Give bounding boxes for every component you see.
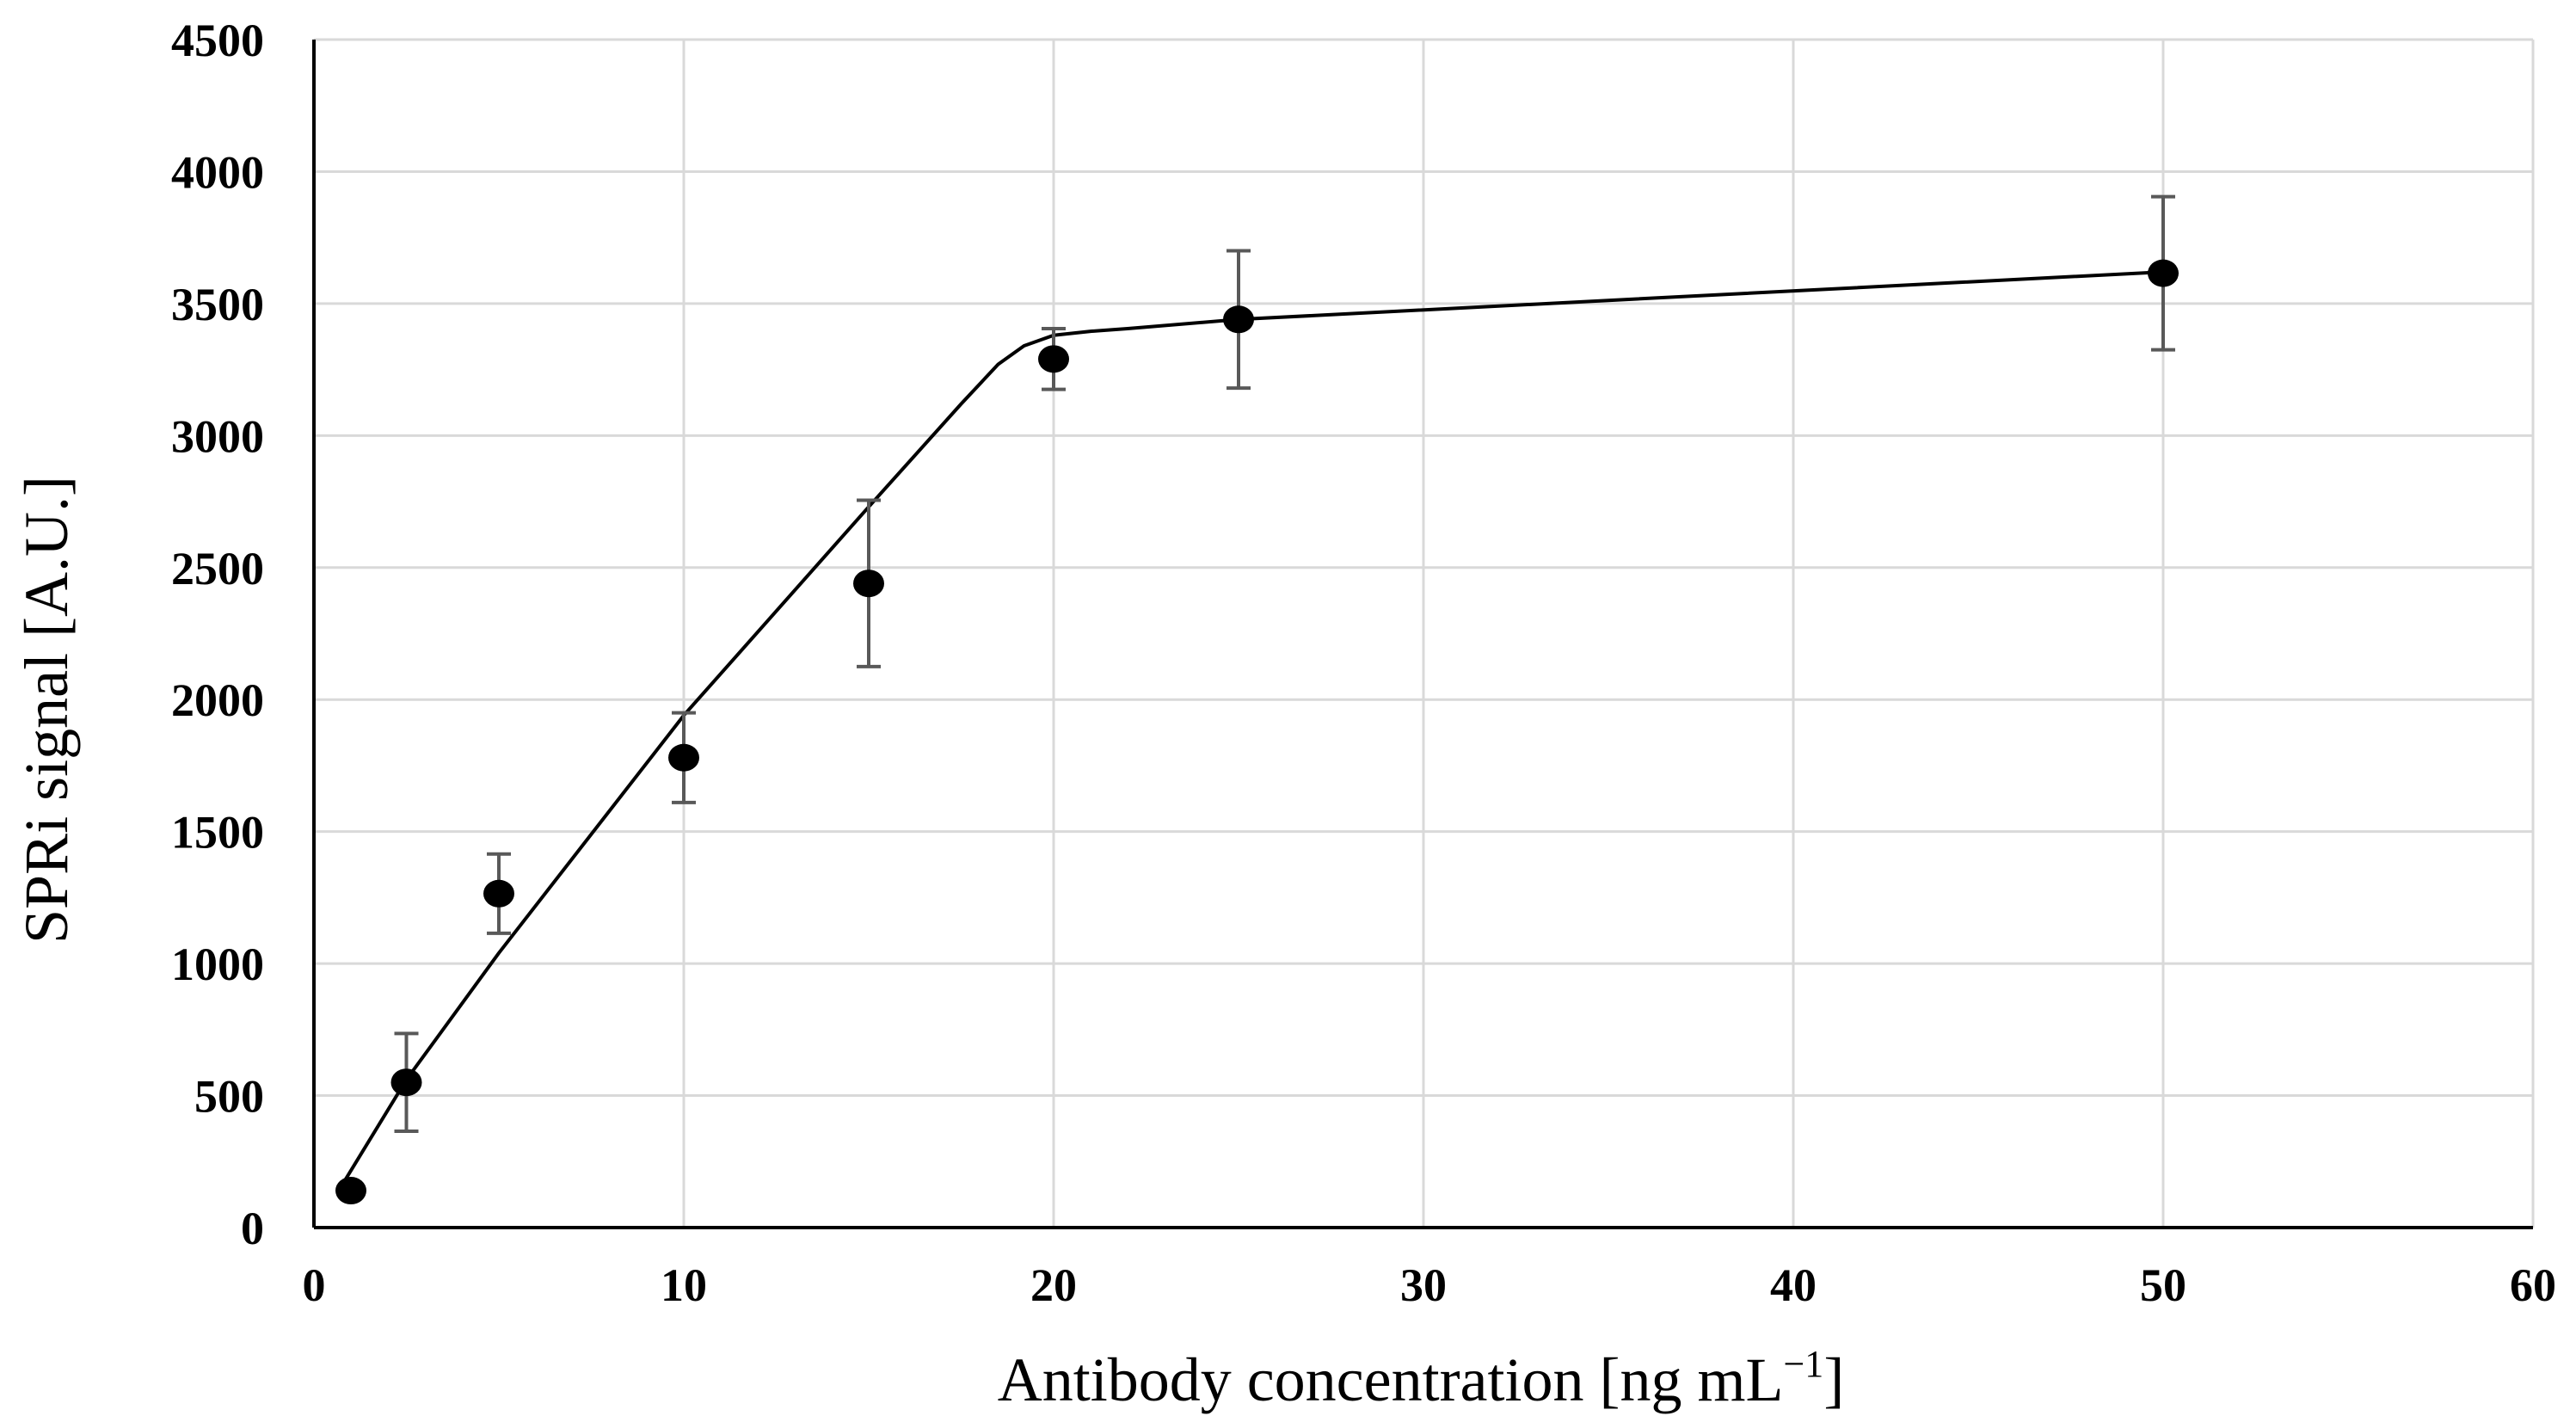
fit-curve-layer	[341, 270, 2164, 1184]
x-tick-label: 10	[661, 1259, 707, 1311]
x-axis-title: Antibody concentration [ng mL−1]	[998, 1343, 1845, 1414]
y-axis-title: SPRi signal [A.U.]	[12, 476, 81, 944]
error-bar-layer	[394, 194, 2175, 1133]
data-point	[335, 1177, 366, 1205]
y-tick-label: 4000	[171, 146, 264, 198]
x-axis-title-close: ]	[1823, 1345, 1844, 1414]
fit-curve	[341, 270, 2164, 1184]
data-point	[668, 743, 699, 772]
y-tick-label: 1000	[171, 939, 264, 990]
x-tick-label: 40	[1770, 1259, 1817, 1311]
x-axis-title-superscript: −1	[1783, 1343, 1823, 1385]
x-tick-label: 50	[2140, 1259, 2186, 1311]
data-point	[853, 569, 884, 598]
data-point	[390, 1068, 422, 1097]
axes-layer	[312, 40, 2533, 1229]
data-point-layer	[335, 259, 2179, 1205]
x-tick-label: 20	[1030, 1259, 1077, 1311]
data-point	[483, 879, 514, 908]
y-tick-label: 1500	[171, 807, 264, 859]
x-axis-title-main: Antibody concentration [ng mL	[998, 1345, 1784, 1414]
y-tick-label: 500	[194, 1071, 264, 1123]
y-tick-label: 3000	[171, 410, 264, 462]
x-tick-label: 0	[303, 1259, 326, 1311]
tick-label-layer: 0 500 1000 1500 2000 2500 3000 3500 4000 4500 0 10 2…	[171, 15, 2556, 1311]
grid-layer	[314, 38, 2535, 1228]
data-point	[1038, 345, 1069, 373]
y-tick-label: 2500	[171, 543, 264, 594]
y-tick-label: 4500	[171, 15, 264, 66]
data-point	[2148, 259, 2179, 287]
data-point	[1223, 305, 1254, 334]
x-tick-label: 60	[2510, 1259, 2556, 1311]
y-tick-label: 2000	[171, 674, 264, 726]
x-tick-label: 30	[1400, 1259, 1447, 1311]
y-tick-label: 0	[241, 1203, 264, 1254]
y-tick-label: 3500	[171, 279, 264, 330]
